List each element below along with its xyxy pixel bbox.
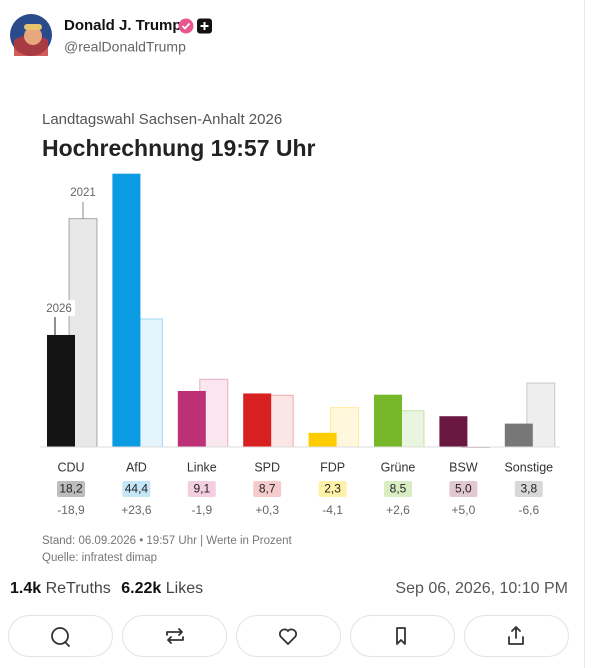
bar-2026	[374, 394, 402, 447]
value-label-bg	[57, 481, 85, 497]
category-label: FDP	[320, 460, 345, 474]
plus-icon	[200, 22, 209, 30]
category-label: BSW	[449, 460, 478, 474]
category-label: Grüne	[381, 460, 416, 474]
value-label: 8,7	[259, 482, 276, 496]
category-label: AfD	[126, 460, 147, 474]
category-label: Sonstige	[504, 460, 553, 474]
bar-2026	[308, 432, 337, 447]
value-label-bg	[318, 481, 347, 497]
bar-2026	[504, 423, 533, 447]
chart-note: Stand: 06.09.2026 • 19:57 Uhr | Werte in…	[42, 535, 293, 547]
retruths-count[interactable]: 1.4k	[10, 580, 41, 597]
author-name[interactable]: Donald J. Trump	[64, 17, 182, 34]
retruths-label[interactable]: ReTruths	[46, 580, 111, 597]
bar-2026	[47, 334, 75, 447]
category-label: Linke	[187, 460, 217, 474]
series-label-2021: 2021	[70, 187, 96, 199]
value-label: 9,1	[193, 482, 210, 496]
value-label-bg	[384, 481, 412, 497]
post-timestamp: Sep 06, 2026, 10:10 PM	[395, 580, 568, 597]
annotation-bg	[66, 185, 100, 201]
bar-2026	[177, 390, 206, 447]
change-label: -18,9	[57, 503, 85, 517]
chart-title: Hochrechnung 19:57 Uhr	[42, 135, 316, 161]
post-stats: 1.4k ReTruths 6.22k Likes	[10, 580, 203, 597]
bar-2026	[112, 173, 141, 447]
reply-button[interactable]	[8, 615, 113, 657]
verified-check	[181, 22, 191, 30]
value-label: 3,8	[520, 482, 537, 496]
change-label: +23,6	[121, 503, 152, 517]
value-label-bg	[122, 481, 151, 497]
series-label-2026: 2026	[46, 303, 72, 315]
value-label-bg	[187, 481, 216, 497]
chart-source: Quelle: infratest dimap	[42, 552, 157, 564]
bar-2026	[243, 393, 272, 447]
value-label: 2,3	[324, 482, 341, 496]
likes-count[interactable]: 6.22k	[121, 580, 161, 597]
category-label: SPD	[254, 460, 280, 474]
change-label: +2,6	[386, 503, 410, 517]
value-label: 18,2	[59, 482, 83, 496]
likes-label[interactable]: Likes	[166, 580, 203, 597]
retruth-button[interactable]	[122, 615, 227, 657]
verified-badge	[178, 18, 194, 34]
change-label: -6,6	[518, 503, 539, 517]
value-label-bg	[449, 481, 478, 497]
bar-2026	[439, 416, 468, 447]
chart-subtitle: Landtagswahl Sachsen-Anhalt 2026	[42, 111, 282, 128]
change-label: +5,0	[452, 503, 476, 517]
change-label: -4,1	[322, 503, 343, 517]
change-label: +0,3	[255, 503, 279, 517]
annotation-bg	[41, 300, 75, 316]
value-label: 8,5	[390, 482, 407, 496]
value-label: 44,4	[125, 482, 149, 496]
bookmark-button[interactable]	[350, 615, 455, 657]
share-button[interactable]	[464, 615, 569, 657]
value-label: 5,0	[455, 482, 472, 496]
category-label: CDU	[57, 460, 84, 474]
value-label-bg	[514, 481, 543, 497]
chart: CDU 18,2 -18,9 AfD 44,4 +23,6 Linke 9,1 -1,9 SPD 8…	[40, 173, 560, 517]
avatar[interactable]	[10, 14, 52, 56]
change-label: -1,9	[191, 503, 212, 517]
value-label-bg	[253, 481, 282, 497]
like-button[interactable]	[236, 615, 341, 657]
author-handle[interactable]: @realDonaldTrump	[64, 39, 186, 55]
